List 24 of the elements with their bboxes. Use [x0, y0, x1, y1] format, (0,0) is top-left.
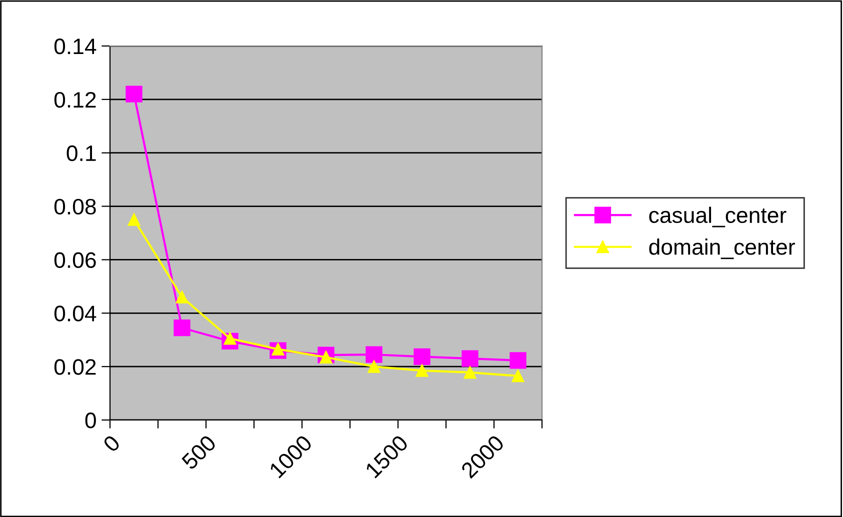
x-tick-label: 0	[102, 434, 121, 453]
y-tick-label: 0.08	[54, 198, 96, 215]
point	[368, 360, 380, 373]
x-tick-label: 500	[180, 434, 217, 470]
point	[464, 366, 476, 379]
point	[414, 348, 430, 366]
point	[128, 213, 140, 226]
y-tick-label: 0.12	[54, 92, 96, 108]
y-tick-label: 0.1	[66, 145, 96, 162]
point	[416, 364, 428, 377]
y-tick-label: 0	[85, 412, 96, 428]
point	[126, 86, 142, 102]
point	[462, 350, 478, 367]
point	[366, 346, 382, 363]
point	[176, 290, 188, 304]
point	[512, 370, 524, 382]
legend-label: casual_center	[649, 206, 786, 228]
legend-label: domain_center	[649, 238, 795, 260]
y-tick-label: 0.06	[54, 252, 96, 268]
y-tick-label: 0.14	[54, 38, 96, 54]
point	[174, 320, 190, 336]
y-tick-label: 0.02	[54, 359, 96, 375]
y-tick-label: 0.04	[54, 306, 96, 322]
point	[510, 352, 526, 369]
